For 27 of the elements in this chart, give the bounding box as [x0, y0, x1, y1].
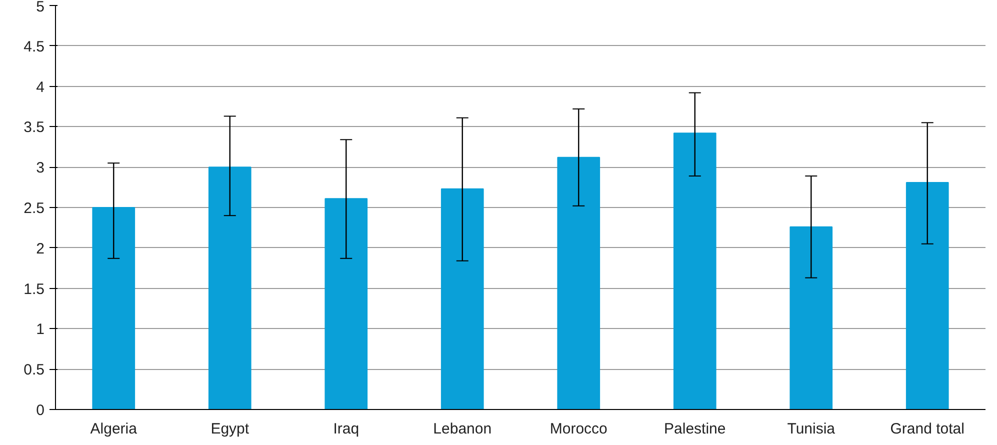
x-tick-label: Lebanon	[433, 420, 492, 438]
bar	[440, 188, 484, 410]
y-tick-label: 1	[36, 321, 44, 338]
y-tick-label: 0.5	[24, 362, 45, 379]
bar	[906, 182, 949, 410]
bar	[557, 156, 600, 410]
bar	[208, 166, 252, 410]
bar	[92, 207, 136, 410]
x-tick-label: Algeria	[90, 420, 138, 438]
x-tick-label: Egypt	[210, 420, 250, 438]
y-tick-label: 2	[36, 240, 44, 258]
bar	[324, 198, 368, 410]
y-tick-label: 4.5	[24, 38, 45, 56]
y-tick-label: 3	[36, 160, 44, 177]
x-tick-label: Palestine	[664, 420, 726, 438]
x-tick-label: Grand total	[890, 420, 964, 438]
bar	[790, 226, 833, 410]
y-tick-label: 1.5	[24, 280, 45, 298]
y-tick-label: 4	[36, 78, 44, 96]
y-tick-label: 3.5	[24, 119, 45, 136]
x-tick-label: Tunisia	[787, 420, 836, 438]
y-tick-label: 5	[36, 0, 44, 16]
bar	[673, 132, 716, 410]
x-tick-label: Iraq	[333, 420, 360, 438]
y-tick-label: 0	[36, 402, 44, 419]
y-tick-label: 2.5	[24, 200, 45, 217]
x-tick-label: Morocco	[550, 420, 608, 438]
